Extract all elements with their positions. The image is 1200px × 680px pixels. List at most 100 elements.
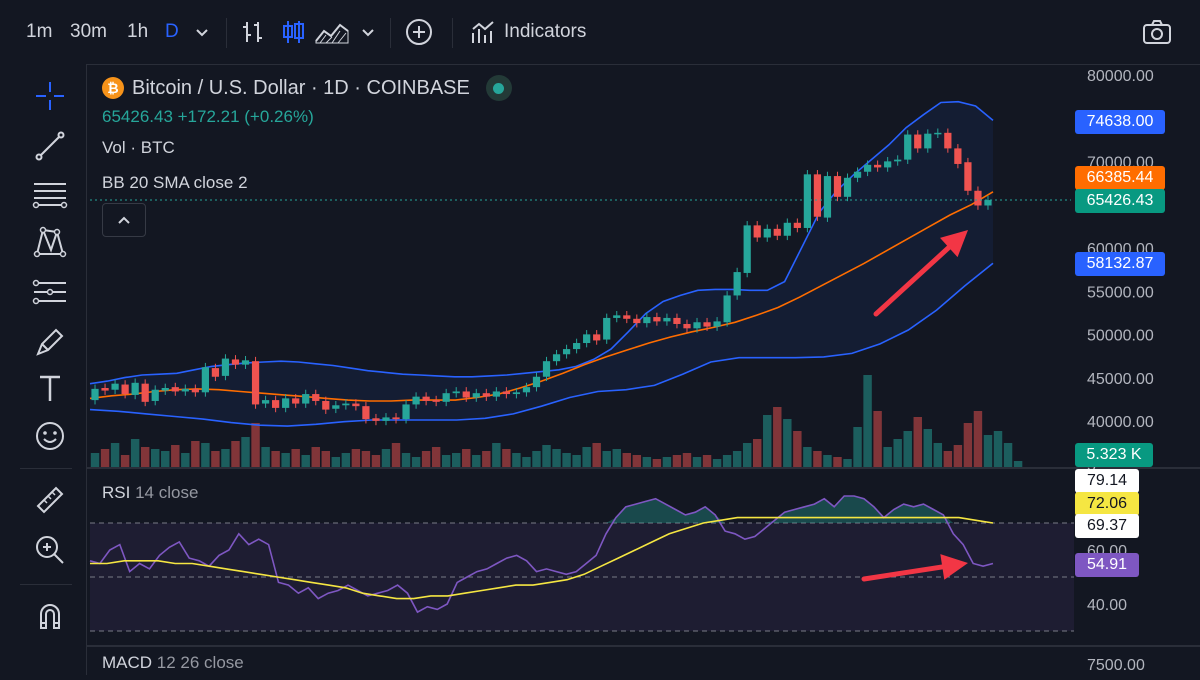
zoom-icon[interactable] xyxy=(28,530,72,570)
price-tick-label: 40000.00 xyxy=(1087,414,1154,431)
rsi-overbought-fill xyxy=(90,496,993,523)
volume-bar xyxy=(171,445,180,467)
volume-bar xyxy=(993,431,1003,467)
candle-body xyxy=(914,134,922,149)
candle-body xyxy=(974,190,982,206)
candle-body xyxy=(954,148,962,164)
volume-bar xyxy=(502,449,511,467)
emoji-icon[interactable] xyxy=(28,416,72,456)
volume-bar xyxy=(552,449,561,467)
candle-body xyxy=(813,174,822,217)
text-icon[interactable] xyxy=(28,368,72,408)
candle-body xyxy=(783,222,791,236)
rsi-badge: 54.91 xyxy=(1075,553,1139,577)
volume-bar xyxy=(371,455,381,467)
bb-legend[interactable]: BB 20 SMA close 2 xyxy=(102,173,248,192)
bars-icon[interactable] xyxy=(240,0,266,64)
plus-icon[interactable] xyxy=(404,0,434,64)
candle-body xyxy=(372,418,380,421)
macd-legend[interactable]: MACD 12 26 close xyxy=(102,653,244,673)
volume-bar xyxy=(472,455,481,467)
interval-d[interactable]: D xyxy=(165,21,179,42)
candle-body xyxy=(251,361,260,405)
volume-bar xyxy=(331,457,341,467)
macd-tick-label: 7500.00 xyxy=(1087,657,1145,674)
price-change: 65426.43 +172.21 (+0.26%) xyxy=(102,107,314,126)
candle-body xyxy=(562,349,571,355)
candle-body xyxy=(964,162,972,191)
volume-bar xyxy=(301,455,310,467)
crosshair-icon[interactable] xyxy=(28,76,72,116)
area-icon[interactable] xyxy=(314,0,350,64)
candle-body xyxy=(452,391,460,394)
candles-icon[interactable] xyxy=(281,0,307,64)
volume-bar xyxy=(572,455,581,467)
candle-body xyxy=(984,200,992,206)
indicators-button[interactable]: Indicators xyxy=(470,0,586,64)
volume-bar xyxy=(632,455,642,467)
interval-1h[interactable]: 1h xyxy=(127,21,149,42)
fib-icon[interactable] xyxy=(28,272,72,312)
ruler-icon[interactable] xyxy=(28,480,72,520)
drawing-toolbar xyxy=(0,64,87,675)
bb-lower-line xyxy=(89,262,994,427)
volume-bar xyxy=(953,445,963,467)
chart-type-chevron-down-icon[interactable] xyxy=(360,0,376,64)
symbol-legend[interactable]: ₿ Bitcoin / U.S. Dollar · 1D · COINBASE xyxy=(102,75,512,101)
magnet-icon[interactable] xyxy=(28,596,72,636)
candle-body xyxy=(382,417,390,421)
volume-legend[interactable]: Vol · BTC xyxy=(102,138,175,157)
volume-bar xyxy=(311,447,320,467)
interval-dropdown-chevron-down-icon[interactable] xyxy=(194,0,210,64)
candle-body xyxy=(161,387,169,391)
candle-body xyxy=(763,228,771,238)
volume-bar xyxy=(281,453,290,467)
volume-bar xyxy=(542,445,551,467)
volume-bar xyxy=(492,443,501,467)
volume-bar xyxy=(120,455,130,467)
candle-body xyxy=(261,400,270,404)
camera-icon[interactable] xyxy=(1142,0,1172,64)
candle-body xyxy=(342,403,350,406)
candle-body xyxy=(422,396,430,401)
brush-icon[interactable] xyxy=(28,322,72,362)
interval-30m[interactable]: 30m xyxy=(70,21,107,42)
candle-body xyxy=(853,171,862,178)
volume-bar xyxy=(983,435,993,467)
bb-basis-line xyxy=(89,191,994,402)
bb-basis-badge: 66385.44 xyxy=(1075,166,1165,190)
volume-bar xyxy=(612,449,621,467)
rsi-annotation-arrow xyxy=(861,554,968,582)
volume-bar xyxy=(351,449,361,467)
top-toolbar: 1m 30m 1h D Indicators xyxy=(0,0,1200,65)
candle-body xyxy=(743,225,751,273)
volume-bar xyxy=(321,451,330,467)
volume-bar xyxy=(241,437,250,467)
candle-body xyxy=(402,404,410,420)
volume-bar xyxy=(773,407,782,467)
candle-body xyxy=(683,323,691,329)
candle-body xyxy=(713,321,721,327)
volume-bar xyxy=(130,439,140,467)
candle-body xyxy=(492,391,500,397)
volume-bar xyxy=(742,443,752,467)
volume-bar xyxy=(441,455,451,467)
pattern-icon[interactable] xyxy=(28,222,72,262)
candle-body xyxy=(773,228,781,236)
volume-bar xyxy=(1013,461,1023,467)
collapse-legend-button[interactable] xyxy=(102,203,146,237)
price-annotation-arrow xyxy=(873,230,968,317)
interval-1m[interactable]: 1m xyxy=(26,21,53,42)
trend-line-icon[interactable] xyxy=(28,126,72,166)
rsi-legend[interactable]: RSI 14 close xyxy=(102,483,198,503)
volume-bar xyxy=(753,439,762,467)
candle-body xyxy=(583,334,591,344)
horizontal-lines-icon[interactable] xyxy=(28,174,72,214)
price-tick-label: 50000.00 xyxy=(1087,328,1154,345)
volume-bar xyxy=(873,411,882,467)
volume-bar xyxy=(582,447,591,467)
rsi-ma-line xyxy=(90,516,994,600)
volume-bar xyxy=(863,375,872,467)
